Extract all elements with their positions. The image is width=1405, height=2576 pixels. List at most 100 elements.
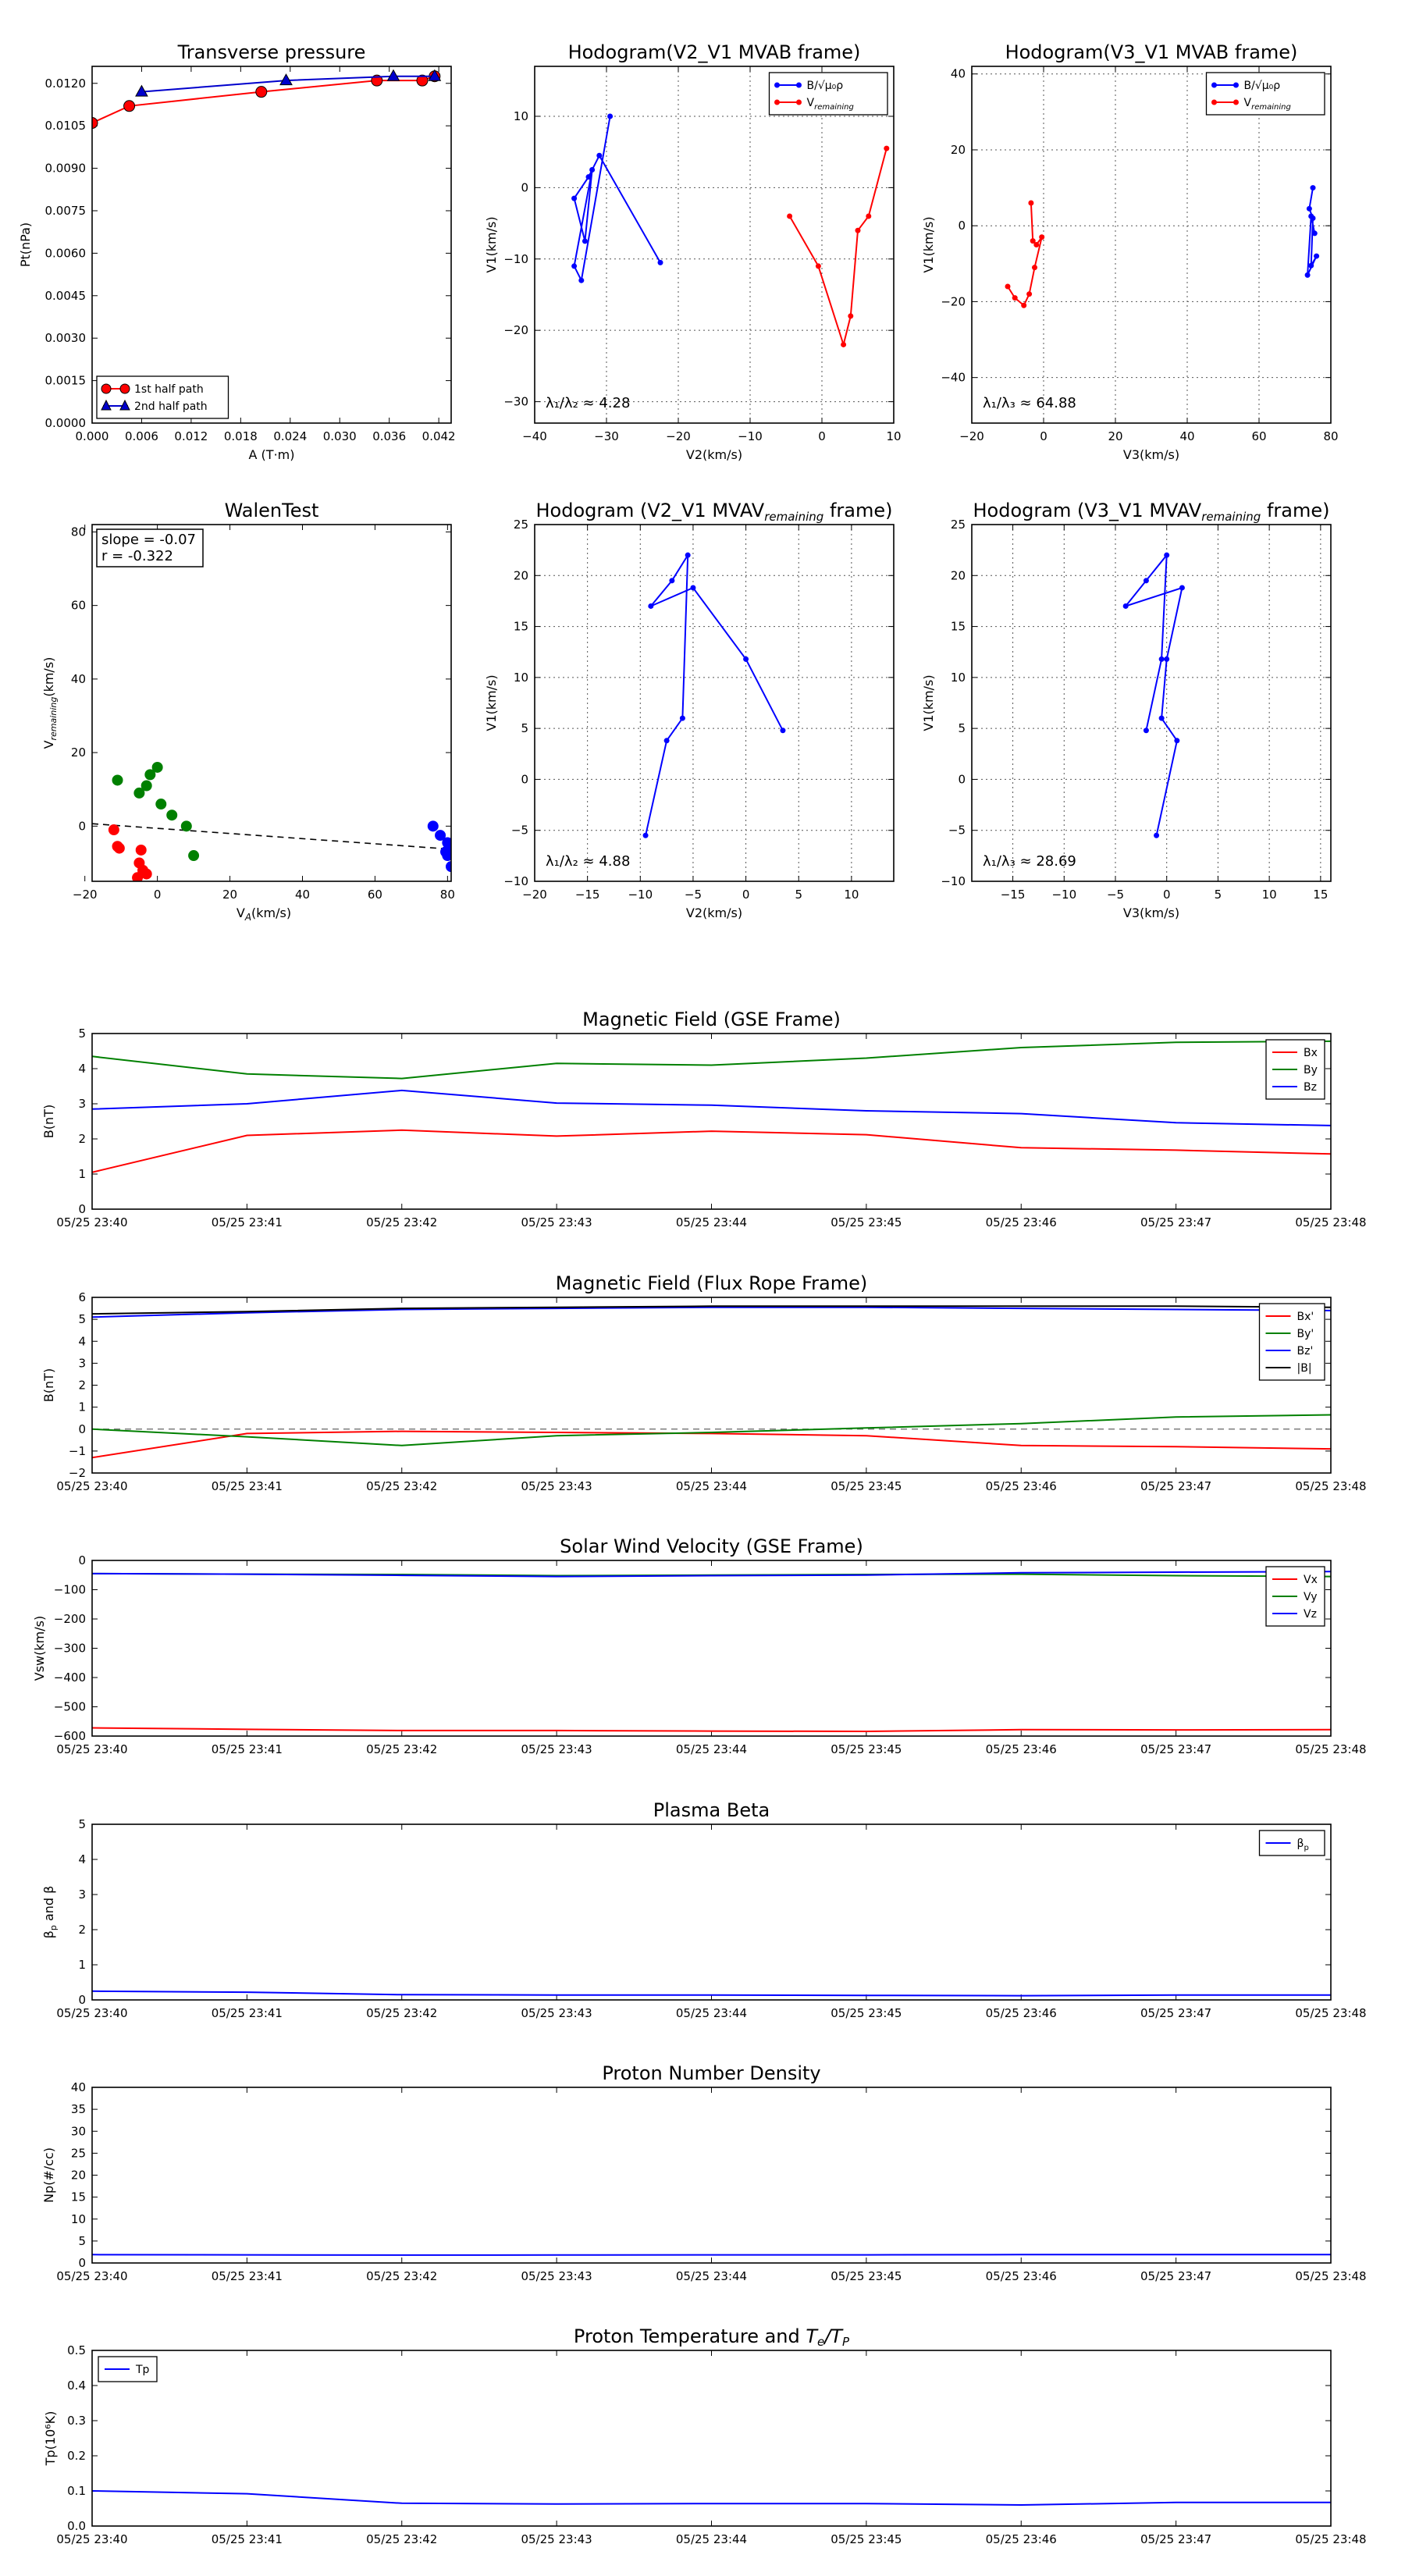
x-tick-label: 10: [844, 888, 859, 902]
data-point: [427, 820, 439, 832]
x-tick-label: 05/25 23:43: [521, 2006, 592, 2020]
data-point: [1154, 832, 1160, 838]
y-tick-label: 2: [78, 1379, 86, 1393]
legend-box: [768, 72, 888, 116]
data-point: [1310, 185, 1316, 191]
x-tick-label: 05/25 23:44: [676, 1215, 747, 1229]
y-tick-label: 0.0090: [45, 162, 87, 176]
x-tick-label: 05/25 23:47: [1140, 1215, 1211, 1229]
x-tick-label: 0.024: [273, 429, 307, 443]
y-tick-label: −400: [54, 1670, 86, 1685]
x-tick-label: 0: [1163, 888, 1171, 902]
x-tick-label: 05/25 23:41: [212, 2006, 283, 2020]
x-tick-label: 05/25 23:46: [986, 1742, 1057, 1756]
legend-marker: [1211, 82, 1217, 88]
y-tick-label: 0: [78, 1553, 86, 1567]
data-point: [1005, 283, 1011, 290]
x-axis-label: V3(km/s): [1123, 906, 1179, 920]
data-point: [428, 69, 442, 81]
data-point: [112, 774, 123, 786]
axes-frame: [91, 1033, 1332, 1210]
chart-np: 05/25 23:40 05/25 23:41 05/25 23:42 05/25 2…: [41, 2062, 1367, 2283]
y-tick-label: −10: [941, 874, 966, 888]
x-tick-label: 05/25 23:46: [986, 2006, 1057, 2020]
data-point: [435, 830, 446, 841]
y-axis-label: βp and β: [41, 1886, 59, 1939]
y-tick-label: 0: [78, 1422, 86, 1436]
x-tick-label: −20: [959, 429, 984, 443]
data-point: [144, 769, 156, 781]
chart-title: WalenTest: [225, 500, 319, 521]
y-tick-label: 0.0: [67, 2519, 86, 2533]
y-tick-label: 80: [71, 525, 86, 539]
legend-label: Vz: [1304, 1608, 1317, 1621]
y-tick-label: 10: [71, 2212, 86, 2226]
eigen-ratio-label: λ₁/λ₃ ≈ 28.69: [983, 853, 1076, 870]
y-tick-label: 0: [78, 1993, 86, 2007]
data-point: [92, 117, 98, 130]
data-point: [1033, 242, 1040, 247]
x-tick-label: 05/25 23:46: [986, 1479, 1057, 1493]
legend-marker: [101, 383, 112, 394]
legend-label: Vy: [1304, 1591, 1318, 1603]
legend-box: [1205, 72, 1325, 116]
x-tick-label: −5: [685, 888, 702, 902]
y-tick-label: 0.0030: [45, 331, 87, 345]
y-tick-label: 0: [958, 772, 966, 786]
x-tick-label: 0.042: [422, 429, 456, 443]
y-tick-label: 1: [78, 1958, 86, 1972]
y-tick-label: 10: [514, 109, 528, 123]
x-tick-label: 05/25 23:46: [986, 2269, 1057, 2283]
data-point: [386, 69, 400, 81]
data-point: [255, 86, 268, 98]
legend-marker: [796, 82, 802, 88]
legend-label: Bx': [1297, 1311, 1314, 1323]
plot-area: [92, 2490, 1331, 2507]
x-axis-label: V2(km/s): [686, 447, 742, 462]
x-tick-label: 05/25 23:43: [521, 2269, 592, 2283]
x-tick-label: 05/25 23:48: [1295, 1742, 1366, 1756]
legend-label: |B|: [1297, 1362, 1312, 1375]
data-point: [780, 728, 786, 734]
data-point: [679, 715, 685, 721]
x-tick-label: 05/25 23:47: [1140, 1742, 1211, 1756]
x-tick-label: 05/25 23:47: [1140, 2006, 1211, 2020]
data-point: [571, 195, 578, 201]
x-tick-label: 05/25 23:42: [366, 2006, 437, 2020]
x-tick-label: 05/25 23:41: [212, 1742, 283, 1756]
y-tick-label: 5: [78, 1817, 86, 1831]
y-tick-label: 60: [71, 599, 86, 613]
y-tick-label: 0: [78, 2256, 86, 2270]
x-tick-label: −20: [73, 888, 98, 902]
y-tick-label: 0.2: [67, 2449, 86, 2463]
y-tick-label: 2: [78, 1132, 86, 1146]
x-tick-label: 0.030: [323, 429, 357, 443]
x-tick-label: 05/25 23:40: [56, 2006, 127, 2020]
x-tick-label: 60: [1251, 429, 1266, 443]
x-tick-label: 05/25 23:44: [676, 1742, 747, 1756]
y-tick-label: −10: [503, 874, 528, 888]
y-tick-label: 0.0015: [45, 374, 87, 388]
x-tick-label: −15: [575, 888, 600, 902]
y-tick-label: 25: [951, 518, 966, 532]
x-tick-label: 5: [795, 888, 802, 902]
data-point: [669, 578, 675, 584]
y-axis-label: V1(km/s): [921, 674, 936, 731]
y-tick-label: 5: [958, 721, 966, 735]
y-tick-label: −600: [54, 1729, 86, 1743]
x-tick-label: −20: [522, 888, 547, 902]
legend-label: Tp: [135, 2364, 150, 2376]
data-point: [1026, 291, 1033, 297]
chart-title: Magnetic Field (Flux Rope Frame): [556, 1272, 867, 1294]
series-line-1: [141, 75, 435, 93]
data-point: [1143, 728, 1149, 734]
chart-hodo1: −40 −30 −20 −10 0 10 −30 −20 −10 0 10 Hodogram(V2_V…: [484, 41, 902, 462]
data-point: [690, 585, 696, 591]
plot-area: [92, 2254, 1331, 2256]
series-line-0: [92, 2490, 1331, 2507]
axes-frame: [91, 66, 452, 424]
legend-label: B/√μ₀ρ: [1244, 80, 1281, 92]
legend-label: 2nd half path: [134, 400, 208, 413]
